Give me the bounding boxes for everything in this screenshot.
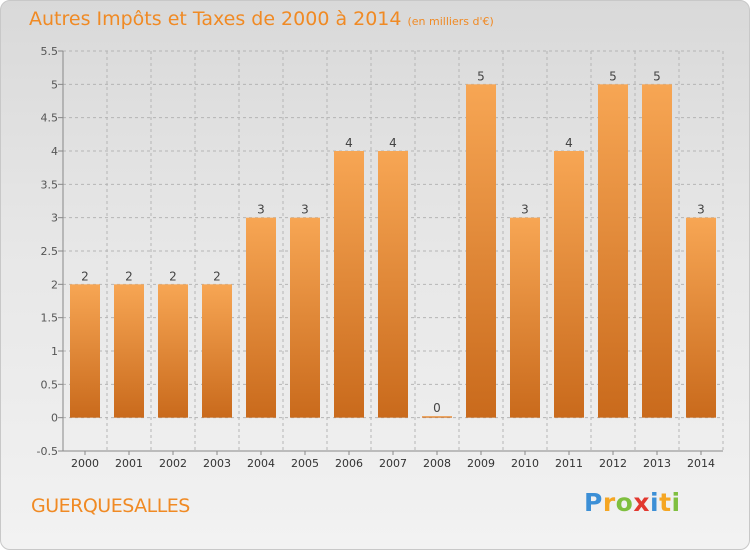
x-tick-label-2009: 2009 — [467, 457, 495, 470]
bar-2013 — [642, 84, 672, 418]
chart-subtitle: (en milliers d'€) — [407, 15, 494, 28]
bar-2011 — [554, 151, 584, 418]
bar-2002 — [158, 284, 188, 418]
x-tick-label-2007: 2007 — [379, 457, 407, 470]
y-tick-label: 3.5 — [41, 178, 59, 191]
x-tick-label-2000: 2000 — [71, 457, 99, 470]
bar-2006 — [334, 151, 364, 418]
logo-letter: o — [615, 488, 634, 517]
x-tick-label-2013: 2013 — [643, 457, 671, 470]
bar-2001 — [114, 284, 144, 418]
bar-2010 — [510, 217, 540, 418]
y-tick-label: 1 — [51, 345, 58, 358]
x-tick-label-2008: 2008 — [423, 457, 451, 470]
y-tick-label: 2 — [51, 278, 58, 291]
x-tick-label-2014: 2014 — [687, 457, 715, 470]
logo-letter: x — [633, 488, 650, 517]
logo-letter: P — [584, 488, 603, 517]
data-label-2006: 4 — [345, 136, 353, 150]
y-tick-label: 5 — [51, 78, 58, 91]
bar-2012 — [598, 84, 628, 418]
data-label-2014: 3 — [697, 203, 705, 217]
data-label-2011: 4 — [565, 136, 573, 150]
data-label-2012: 5 — [609, 69, 617, 83]
y-tick-label: 0 — [51, 412, 58, 425]
bar-2009 — [466, 84, 496, 418]
bar-2014 — [686, 217, 716, 418]
data-label-2000: 2 — [81, 269, 89, 283]
y-tick-label: 0.5 — [41, 378, 59, 391]
data-label-2002: 2 — [169, 269, 177, 283]
y-tick-label: 3 — [51, 212, 58, 225]
y-tick-label: 4.5 — [41, 112, 59, 125]
bar-2000 — [70, 284, 100, 418]
data-label-2007: 4 — [389, 136, 397, 150]
commune-name: GUERQUESALLES — [31, 495, 190, 517]
x-tick-label-2004: 2004 — [247, 457, 275, 470]
y-tick-label: 4 — [51, 145, 58, 158]
data-label-2010: 3 — [521, 203, 529, 217]
data-label-2001: 2 — [125, 269, 133, 283]
x-tick-label-2011: 2011 — [555, 457, 583, 470]
bar-2008 — [422, 416, 452, 418]
proxiti-logo[interactable]: Proxiti — [584, 488, 681, 517]
bar-2003 — [202, 284, 232, 418]
data-label-2003: 2 — [213, 269, 221, 283]
logo-letter: r — [602, 488, 616, 517]
x-tick-label-2002: 2002 — [159, 457, 187, 470]
logo-letter: i — [671, 488, 681, 517]
data-label-2013: 5 — [653, 69, 661, 83]
x-tick-label-2005: 2005 — [291, 457, 319, 470]
x-tick-label-2006: 2006 — [335, 457, 363, 470]
chart-title-text: Autres Impôts et Taxes de 2000 à 2014 — [29, 8, 402, 30]
data-label-2009: 5 — [477, 69, 485, 83]
data-label-2004: 3 — [257, 203, 265, 217]
x-tick-label-2012: 2012 — [599, 457, 627, 470]
y-tick-label: 2.5 — [41, 245, 59, 258]
bar-2005 — [290, 217, 320, 418]
data-label-2005: 3 — [301, 203, 309, 217]
x-tick-label-2001: 2001 — [115, 457, 143, 470]
data-label-2008: 0 — [433, 401, 441, 415]
bar-2007 — [378, 151, 408, 418]
x-tick-label-2003: 2003 — [203, 457, 231, 470]
y-tick-label: -0.5 — [37, 445, 58, 458]
chart-title: Autres Impôts et Taxes de 2000 à 2014 (en… — [29, 8, 494, 30]
y-tick-label: 5.5 — [41, 45, 59, 58]
y-tick-label: 1.5 — [41, 312, 59, 325]
logo-letter: i — [650, 488, 660, 517]
x-tick-label-2010: 2010 — [511, 457, 539, 470]
bar-2004 — [246, 217, 276, 418]
logo-letter: t — [659, 488, 672, 517]
